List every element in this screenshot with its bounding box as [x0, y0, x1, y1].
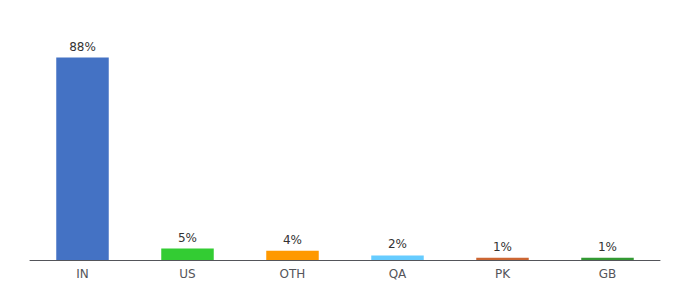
- svg-text:4%: 4%: [283, 233, 302, 247]
- svg-text:QA: QA: [389, 267, 407, 281]
- svg-text:1%: 1%: [598, 240, 617, 254]
- svg-text:PK: PK: [495, 267, 511, 281]
- svg-text:IN: IN: [76, 267, 89, 281]
- svg-text:1%: 1%: [493, 240, 512, 254]
- svg-text:88%: 88%: [69, 40, 96, 54]
- svg-text:OTH: OTH: [280, 267, 306, 281]
- svg-text:5%: 5%: [178, 231, 197, 245]
- svg-text:2%: 2%: [388, 237, 407, 251]
- svg-text:GB: GB: [599, 267, 617, 281]
- svg-text:US: US: [179, 267, 195, 281]
